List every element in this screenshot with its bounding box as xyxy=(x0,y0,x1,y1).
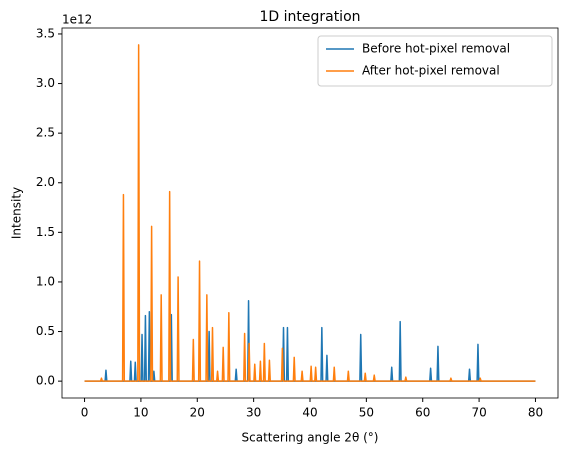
chart-title: 1D integration xyxy=(259,9,360,25)
y-tick-label: 0.5 xyxy=(36,324,55,338)
y-tick-label: 2.5 xyxy=(36,126,55,140)
x-tick-label: 50 xyxy=(359,406,374,420)
y-tick-label: 1.0 xyxy=(36,274,55,288)
x-tick-label: 0 xyxy=(81,406,89,420)
x-tick-label: 70 xyxy=(471,406,486,420)
y-tick-label: 0.0 xyxy=(36,374,55,388)
y-tick-label: 2.0 xyxy=(36,175,55,189)
y-tick-label: 3.5 xyxy=(36,26,55,40)
x-tick-label: 80 xyxy=(528,406,543,420)
x-tick-label: 20 xyxy=(190,406,205,420)
x-tick-label: 30 xyxy=(246,406,261,420)
legend-box xyxy=(317,35,553,87)
y-tick-label: 1.5 xyxy=(36,225,55,239)
plot-frame xyxy=(61,27,559,399)
legend-label: After hot-pixel removal xyxy=(362,64,500,78)
legend-label: Before hot-pixel removal xyxy=(362,42,510,56)
data-line xyxy=(84,44,536,382)
x-tick-label: 60 xyxy=(415,406,430,420)
y-axis-label: Intensity xyxy=(10,187,24,239)
x-axis-label: Scattering angle 2θ (°) xyxy=(242,431,379,445)
x-tick-label: 10 xyxy=(133,406,148,420)
x-tick-label: 40 xyxy=(302,406,317,420)
y-offset-label: 1e12 xyxy=(62,13,92,27)
y-tick-label: 3.0 xyxy=(36,76,55,90)
